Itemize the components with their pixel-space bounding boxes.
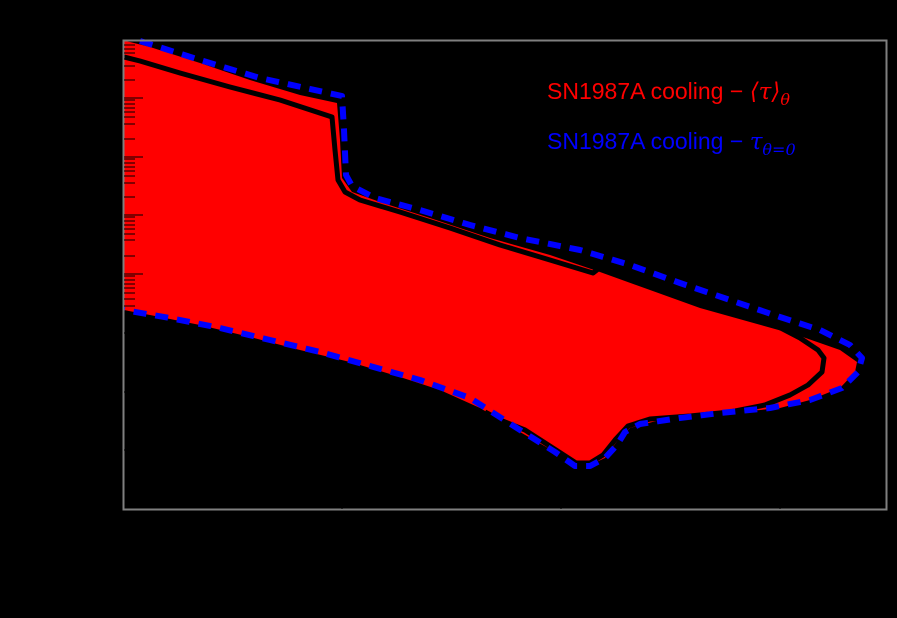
legend-label-prefix: SN1987A cooling − — [547, 78, 750, 104]
tau-theta-zero-dashed-line — [123, 38, 865, 469]
legend-tau-average-symbol: ⟨τ⟩ — [749, 79, 781, 105]
legend-item-tau-theta-zero: SN1987A cooling − τθ=0 — [547, 128, 796, 159]
legend-label-prefix: SN1987A cooling − — [547, 128, 750, 154]
legend-item-tau-averaged: SN1987A cooling − ⟨τ⟩θ — [547, 78, 790, 109]
x-axis-ticks — [341, 490, 781, 509]
y-axis-ticks — [124, 44, 143, 451]
legend-subscript: θ=0 — [762, 140, 796, 159]
legend-subscript: θ — [780, 90, 790, 109]
tau-averaged-boundary-line — [123, 54, 827, 466]
excluded-region-fill — [124, 41, 857, 465]
legend-tau-symbol: τ — [749, 129, 763, 155]
plot-frame — [122, 39, 888, 511]
